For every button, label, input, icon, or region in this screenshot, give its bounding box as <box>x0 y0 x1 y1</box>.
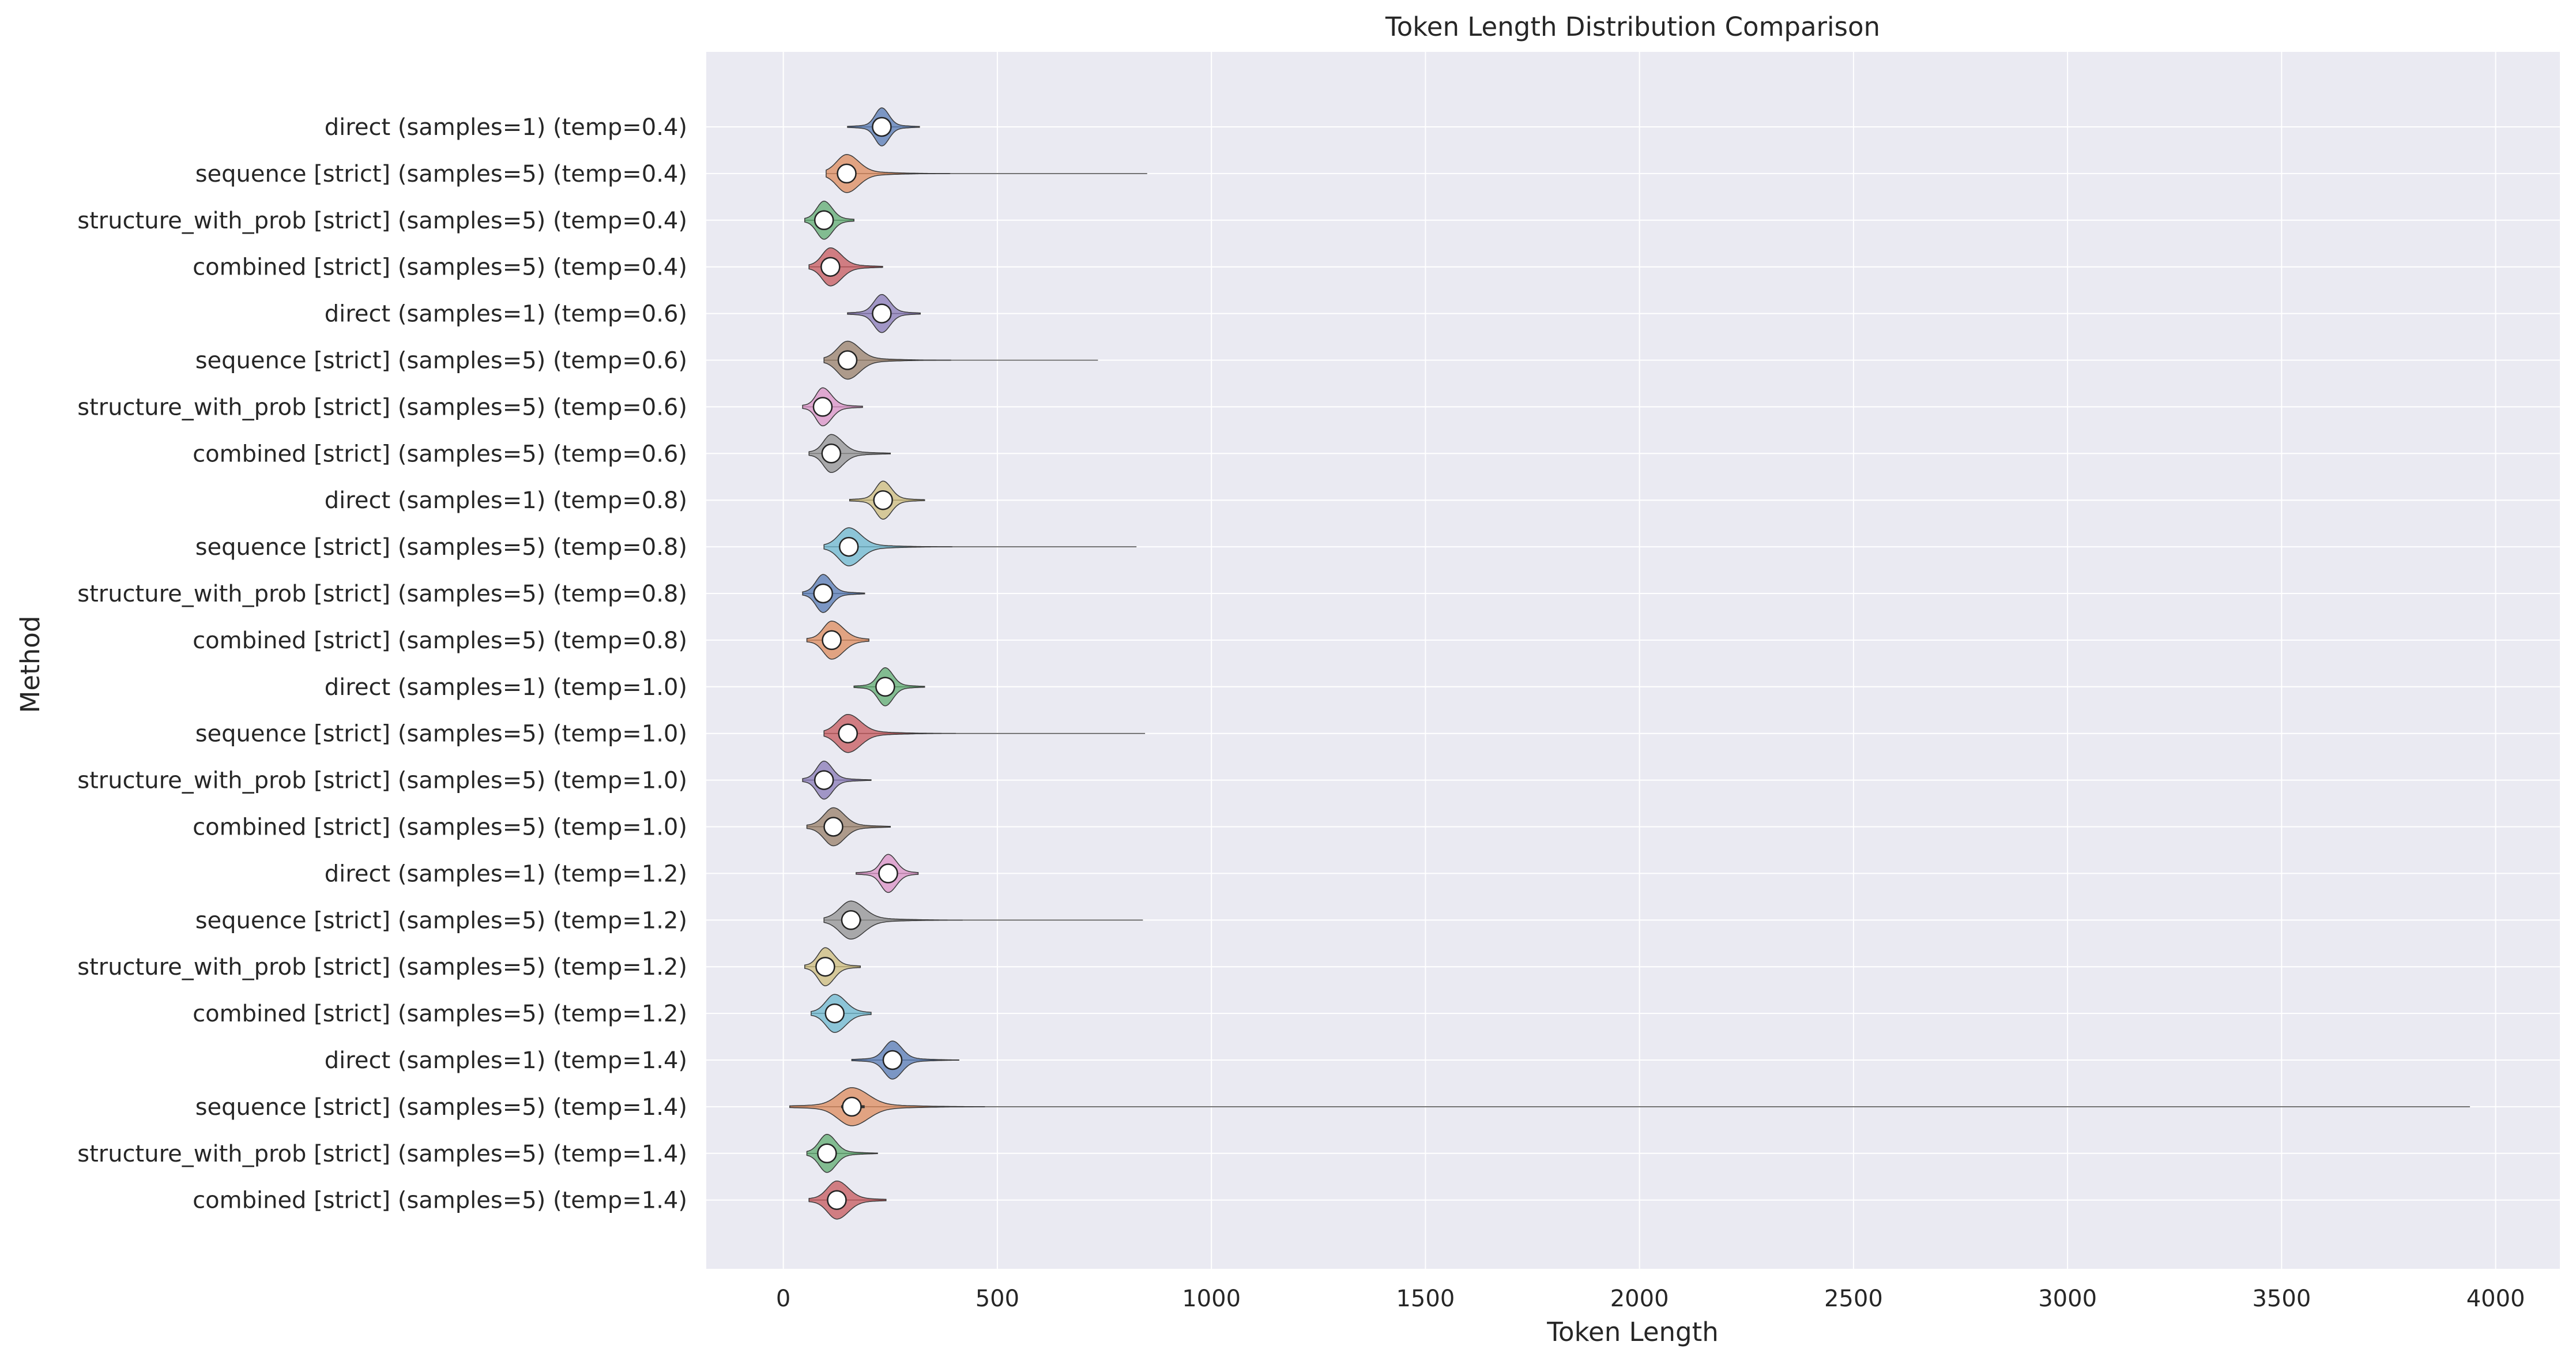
violin-body <box>802 760 872 800</box>
y-tick-label: combined [strict] (samples=5) (temp=1.2) <box>193 1001 687 1027</box>
y-tick-label: sequence [strict] (samples=5) (temp=1.0) <box>195 721 687 747</box>
violins <box>789 107 2470 1220</box>
x-tick-label: 3000 <box>2038 1286 2097 1312</box>
y-tick-label: direct (samples=1) (temp=1.2) <box>325 861 687 887</box>
violin-median <box>813 583 833 604</box>
violin-median <box>873 490 893 510</box>
violin-median <box>878 863 898 884</box>
violin-median <box>872 303 892 324</box>
violin-median <box>875 677 895 697</box>
y-tick-label: combined [strict] (samples=5) (temp=1.0) <box>193 814 687 841</box>
violin-median <box>822 630 842 651</box>
y-axis-label: Method <box>15 616 46 713</box>
x-tick-label: 1000 <box>1182 1286 1241 1312</box>
x-tick-label: 500 <box>976 1286 1019 1312</box>
violin-body <box>808 247 883 287</box>
violin-body <box>802 574 865 613</box>
y-tick-label: combined [strict] (samples=5) (temp=1.4) <box>193 1188 687 1214</box>
violin-median <box>837 350 858 370</box>
y-tick-label: sequence [strict] (samples=5) (temp=0.8) <box>195 534 687 561</box>
violin-median <box>820 257 841 277</box>
violin-body <box>808 1180 887 1220</box>
y-tick-label: structure_with_prob [strict] (samples=5)… <box>77 581 687 607</box>
violin-median <box>872 117 892 137</box>
y-tick-label: structure_with_prob [strict] (samples=5)… <box>77 768 687 794</box>
violin-median <box>821 444 842 464</box>
violin-median <box>827 1190 847 1210</box>
violin-body <box>823 340 951 380</box>
chart-title: Token Length Distribution Comparison <box>1385 12 1880 42</box>
violin-body <box>789 1087 985 1126</box>
violin-median <box>824 1003 845 1024</box>
violin-median <box>812 397 833 417</box>
x-tick-label: 4000 <box>2466 1286 2525 1312</box>
x-tick-label: 3500 <box>2252 1286 2311 1312</box>
violin-body <box>826 154 951 193</box>
x-tick-label: 0 <box>776 1286 790 1312</box>
y-tick-label: direct (samples=1) (temp=0.8) <box>325 487 687 514</box>
y-tick-label: structure_with_prob [strict] (samples=5)… <box>77 208 687 234</box>
violin-median <box>814 770 834 790</box>
violin-median <box>823 817 843 837</box>
y-tick-label: combined [strict] (samples=5) (temp=0.4) <box>193 254 687 281</box>
y-tick-labels: direct (samples=1) (temp=0.4) sequence [s… <box>77 114 687 1214</box>
y-tick-label: combined [strict] (samples=5) (temp=0.6) <box>193 441 687 467</box>
violin-median <box>882 1050 903 1070</box>
y-tick-label: structure_with_prob [strict] (samples=5)… <box>77 954 687 980</box>
y-tick-label: structure_with_prob [strict] (samples=5)… <box>77 394 687 420</box>
x-tick-label: 2000 <box>1610 1286 1669 1312</box>
x-tick-label: 1500 <box>1396 1286 1455 1312</box>
y-tick-label: direct (samples=1) (temp=0.4) <box>325 114 687 141</box>
violin-median <box>814 210 834 231</box>
y-tick-label: sequence [strict] (samples=5) (temp=1.4) <box>195 1094 687 1121</box>
violin-median <box>842 1096 862 1117</box>
y-tick-label: combined [strict] (samples=5) (temp=0.8) <box>193 627 687 654</box>
violin-body <box>823 900 963 940</box>
violin-median <box>841 910 861 930</box>
y-tick-label: direct (samples=1) (temp=1.0) <box>325 674 687 701</box>
violin-median <box>839 536 859 557</box>
x-tick-labels: 0 500 1000 1500 2000 2500 3000 3500 4000 <box>776 1286 2525 1312</box>
violin-median <box>838 723 858 743</box>
y-tick-label: sequence [strict] (samples=5) (temp=0.4) <box>195 161 687 187</box>
violin-body <box>823 527 952 566</box>
plot-background <box>706 52 2560 1269</box>
y-tick-label: direct (samples=1) (temp=1.4) <box>325 1047 687 1074</box>
violin-body <box>806 807 891 847</box>
violin-body <box>823 713 956 753</box>
x-axis-label: Token Length <box>1546 1317 1719 1347</box>
x-tick-label: 2500 <box>1824 1286 1883 1312</box>
y-tick-label: direct (samples=1) (temp=0.6) <box>325 301 687 328</box>
y-tick-label: sequence [strict] (samples=5) (temp=1.2) <box>195 907 687 934</box>
grid <box>706 52 2560 1269</box>
violin-median <box>815 956 835 977</box>
y-tick-label: structure_with_prob [strict] (samples=5)… <box>77 1141 687 1167</box>
violin-body <box>851 1040 959 1080</box>
y-tick-label: sequence [strict] (samples=5) (temp=0.6) <box>195 348 687 374</box>
violin-median <box>817 1143 837 1164</box>
violin-median <box>837 163 857 184</box>
